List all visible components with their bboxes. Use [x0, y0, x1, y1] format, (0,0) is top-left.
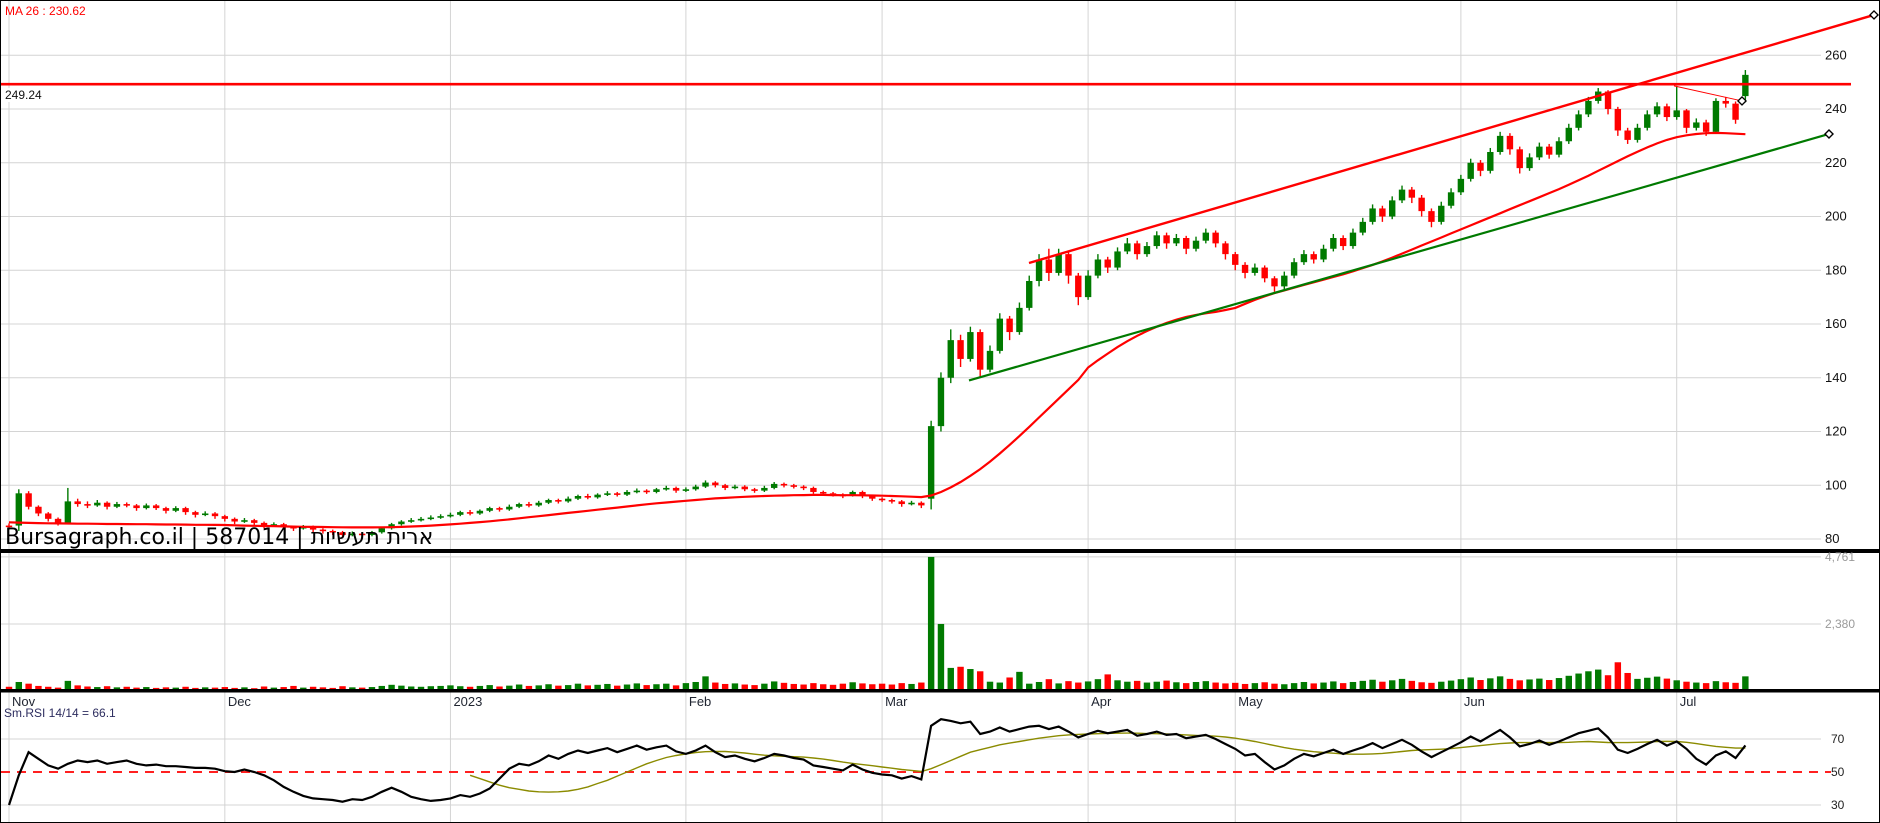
month-label: Nov [12, 694, 36, 709]
price-tick-label: 140 [1825, 370, 1847, 385]
pane-dividers [1, 549, 1879, 693]
volume-tick-label: 4,761 [1825, 550, 1855, 564]
volume-tick-label: 2,380 [1825, 617, 1855, 631]
price-tick-label: 260 [1825, 47, 1847, 62]
price-tick-label: 180 [1825, 262, 1847, 277]
axis-labels: 260 240 220 200 180 160 140 120 100 80 4,761 2,380 7… [12, 47, 1855, 812]
candles [5, 70, 1749, 538]
price-tick-label: 120 [1825, 424, 1847, 439]
month-label: Mar [885, 694, 908, 709]
rsi-pane [1, 718, 1831, 806]
price-tick-label: 220 [1825, 155, 1847, 170]
month-label: 2023 [453, 694, 482, 709]
price-tick-label: 160 [1825, 316, 1847, 331]
month-label: Feb [689, 694, 711, 709]
volume-bars [5, 556, 1749, 691]
rsi-tick-label: 70 [1831, 732, 1845, 746]
month-label: Jun [1464, 694, 1485, 709]
rsi-tick-label: 30 [1831, 798, 1845, 812]
rsi-tick-label: 50 [1831, 765, 1845, 779]
price-tick-label: 200 [1825, 209, 1847, 224]
month-label: May [1238, 694, 1263, 709]
month-label: Jul [1680, 694, 1697, 709]
price-tick-label: 100 [1825, 477, 1847, 492]
gridlines [1, 1, 1821, 822]
ma-line [8, 131, 1746, 529]
month-label: Dec [228, 694, 252, 709]
price-tick-label: 80 [1825, 531, 1839, 546]
price-tick-label: 240 [1825, 101, 1847, 116]
trendlines [968, 9, 1879, 382]
month-label: Apr [1091, 694, 1112, 709]
